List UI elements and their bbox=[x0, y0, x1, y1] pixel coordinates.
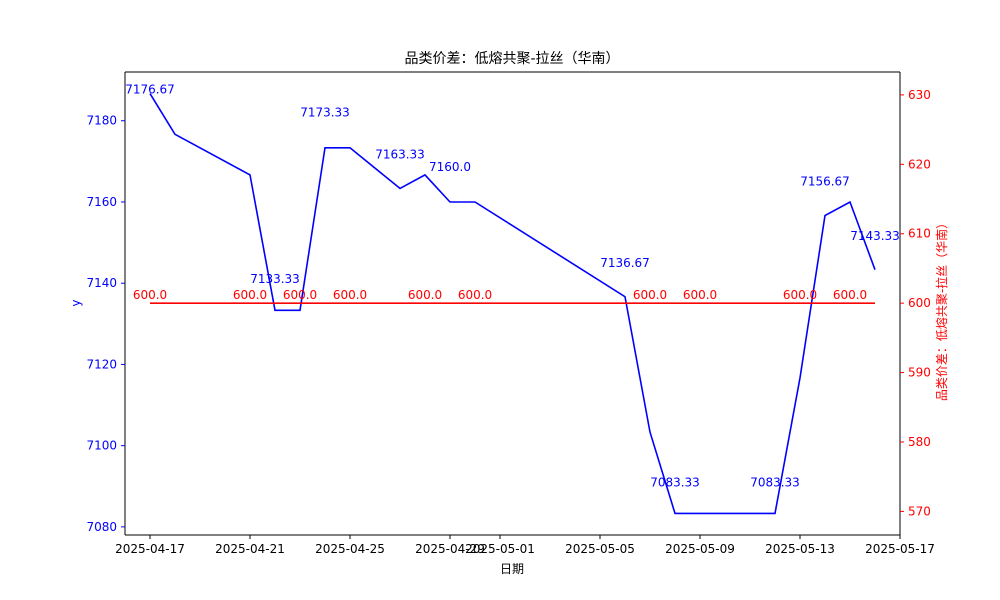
data-label-right: 600.0 bbox=[683, 288, 717, 302]
y-axis-label-left: y bbox=[69, 299, 83, 306]
x-tick-label: 2025-04-21 bbox=[215, 542, 285, 556]
x-tick-label: 2025-04-29 bbox=[415, 542, 485, 556]
data-label-right: 600.0 bbox=[833, 288, 867, 302]
data-label-left: 7133.33 bbox=[250, 272, 300, 286]
y-tick-label-left: 7080 bbox=[86, 520, 117, 534]
y-tick-label-left: 7100 bbox=[86, 439, 117, 453]
x-tick-label: 2025-04-17 bbox=[115, 542, 185, 556]
y-tick-label-right: 570 bbox=[908, 504, 931, 518]
y-tick-label-right: 610 bbox=[908, 227, 931, 241]
data-label-left: 7160.0 bbox=[429, 160, 471, 174]
x-axis-label: 日期 bbox=[500, 562, 524, 576]
data-label-left: 7156.67 bbox=[800, 175, 850, 189]
data-label-right: 600.0 bbox=[133, 288, 167, 302]
data-label-left: 7083.33 bbox=[650, 475, 700, 489]
x-tick-label: 2025-05-01 bbox=[465, 542, 535, 556]
x-tick-label: 2025-04-25 bbox=[315, 542, 385, 556]
y-tick-label-left: 7120 bbox=[86, 357, 117, 371]
data-label-left: 7163.33 bbox=[375, 148, 425, 162]
x-tick-label: 2025-05-09 bbox=[665, 542, 735, 556]
y-tick-label-right: 590 bbox=[908, 366, 931, 380]
y-tick-label-left: 7180 bbox=[86, 114, 117, 128]
y-tick-label-right: 580 bbox=[908, 435, 931, 449]
data-label-right: 600.0 bbox=[408, 288, 442, 302]
data-label-right: 600.0 bbox=[783, 288, 817, 302]
y-tick-label-right: 600 bbox=[908, 296, 931, 310]
x-tick-label: 2025-05-13 bbox=[765, 542, 835, 556]
data-label-right: 600.0 bbox=[633, 288, 667, 302]
data-label-right: 600.0 bbox=[283, 288, 317, 302]
data-label-right: 600.0 bbox=[233, 288, 267, 302]
data-label-right: 600.0 bbox=[458, 288, 492, 302]
x-tick-label: 2025-05-05 bbox=[565, 542, 635, 556]
chart-title: 品类价差：低熔共聚-拉丝（华南） bbox=[404, 51, 619, 67]
data-label-right: 600.0 bbox=[333, 288, 367, 302]
y-axis-label-right: 品类价差：低熔共聚-拉丝（华南） bbox=[934, 217, 949, 401]
data-label-left: 7173.33 bbox=[300, 106, 350, 120]
y-tick-label-left: 7140 bbox=[86, 276, 117, 290]
data-label-left: 7176.67 bbox=[125, 83, 175, 97]
y-tick-label-right: 630 bbox=[908, 88, 931, 102]
series-line-left bbox=[149, 93, 876, 515]
data-label-left: 7136.67 bbox=[600, 256, 650, 270]
x-tick-label: 2025-05-17 bbox=[865, 542, 935, 556]
y-tick-label-left: 7160 bbox=[86, 195, 117, 209]
data-label-left: 7083.33 bbox=[750, 475, 800, 489]
y-tick-label-right: 620 bbox=[908, 157, 931, 171]
data-label-left: 7143.33 bbox=[850, 229, 900, 243]
